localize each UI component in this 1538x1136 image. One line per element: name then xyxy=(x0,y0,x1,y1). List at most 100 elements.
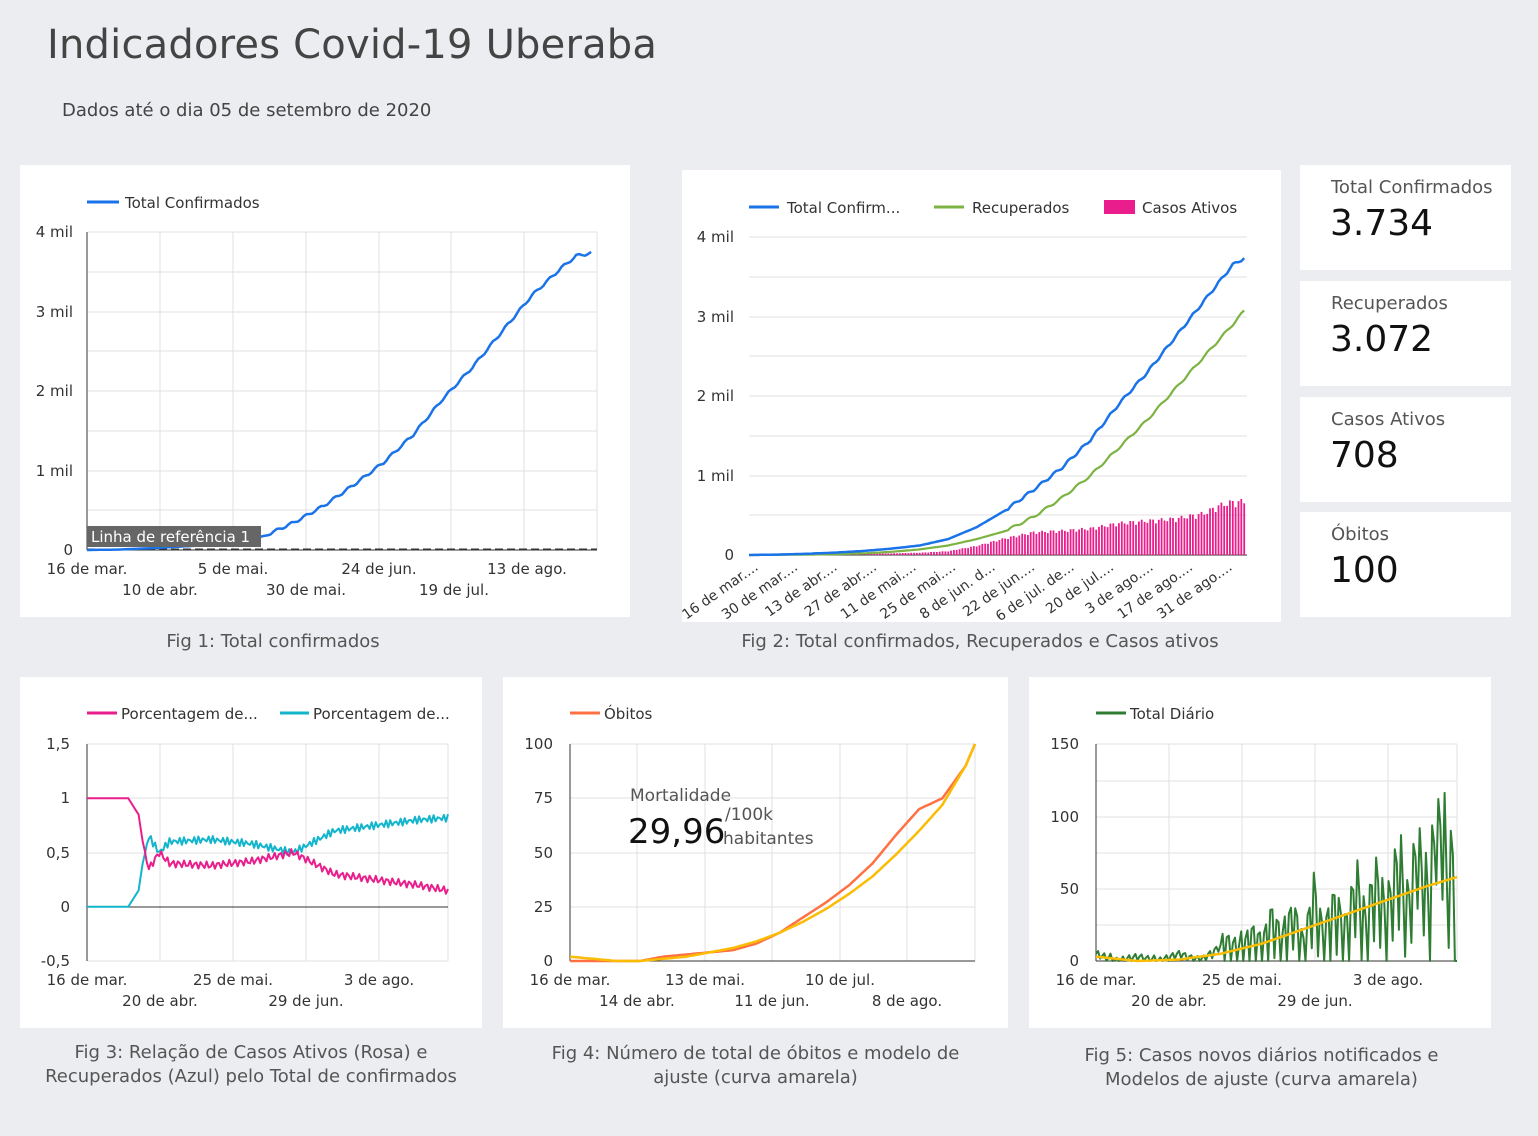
fig4-series-line-ajuste xyxy=(569,743,977,963)
fig2-ytick: 1 mil xyxy=(697,467,734,485)
fig2-bar xyxy=(1197,514,1200,555)
fig2-bar xyxy=(1143,521,1146,555)
fig5-xtick: 20 de abr. xyxy=(1131,992,1207,1010)
fig2-bar xyxy=(1126,524,1129,555)
fig2-bar xyxy=(1035,533,1038,555)
kpi-card-ativos: Casos Ativos 708 xyxy=(1300,397,1511,502)
fig2-bar xyxy=(918,552,921,555)
fig2-bar xyxy=(984,543,987,555)
fig1-xtick: 10 de abr. xyxy=(122,581,198,599)
fig1-ytick: 2 mil xyxy=(36,382,73,400)
fig2-bar xyxy=(890,553,893,555)
fig2-bar xyxy=(958,549,961,555)
fig2-plot-area xyxy=(749,257,1246,557)
fig2-bar xyxy=(955,550,958,555)
fig1-panel: Total Confirmados 0 1 mil 2 mil 3 mil 4 … xyxy=(20,165,630,617)
fig2-bar xyxy=(896,553,898,555)
fig4-xtick: 10 de jul. xyxy=(805,971,875,989)
fig2-bar xyxy=(1120,521,1123,555)
fig2-bar xyxy=(930,552,932,555)
fig1-caption: Fig 1: Total confirmados xyxy=(166,631,380,652)
fig2-bar xyxy=(1123,523,1126,555)
fig2-bar xyxy=(975,546,978,555)
fig2-xticks: 16 de mar....30 de mar....13 de abr....2… xyxy=(679,559,1235,625)
fig2-bar xyxy=(990,541,992,555)
fig2-bar xyxy=(898,553,901,555)
fig5-grid xyxy=(1096,743,1458,961)
fig2-bar xyxy=(1194,518,1197,555)
fig2-bar xyxy=(981,543,984,555)
fig4-xtick: 8 de ago. xyxy=(872,992,942,1010)
fig2-bar xyxy=(1041,530,1043,555)
fig3-series-line-cyan xyxy=(87,813,449,908)
kpi-label: Óbitos xyxy=(1331,524,1390,545)
fig2-panel: Total Confirm... Recuperados Casos Ativo… xyxy=(679,170,1281,625)
fig2-bar xyxy=(950,550,952,555)
fig1-reference-label-box xyxy=(87,526,261,547)
fig2-bar xyxy=(1240,499,1243,555)
kpi-value: 708 xyxy=(1330,435,1399,476)
fig3-ytick: 0,5 xyxy=(46,844,70,862)
fig2-bar xyxy=(1058,531,1061,555)
fig2-bar xyxy=(870,553,873,555)
kpi-card-confirmados: Total Confirmados 3.734 xyxy=(1300,165,1511,270)
fig5-ytick: 50 xyxy=(1060,880,1079,898)
mortality-value: 29,96 xyxy=(628,812,725,852)
fig4-ytick: 50 xyxy=(534,844,553,862)
fig5-chart[interactable]: Total Diário 0 50 100 150 16 de mar. 25 … xyxy=(1029,677,1491,1028)
fig3-xtick: 20 de abr. xyxy=(122,992,198,1010)
fig4-chart[interactable]: Óbitos 0 25 50 75 100 16 de mar. 13 de m… xyxy=(503,677,1008,1028)
fig2-bar xyxy=(1214,512,1217,555)
fig1-xtick: 24 de jun. xyxy=(341,560,416,578)
fig2-bar xyxy=(1089,527,1092,555)
fig2-bar xyxy=(1229,500,1231,555)
fig2-bar xyxy=(893,553,895,555)
fig2-bar xyxy=(1140,519,1143,555)
fig2-legend-label: Recuperados xyxy=(972,199,1070,217)
fig2-bar xyxy=(1024,534,1026,555)
fig2-legend-swatch-ativos xyxy=(1104,200,1135,214)
fig4-xtick: 13 de mai. xyxy=(665,971,745,989)
fig2-bar xyxy=(998,540,1001,555)
fig5-xtick: 16 de mar. xyxy=(1056,971,1137,989)
fig2-bar xyxy=(1086,530,1089,555)
fig5-caption-line: Modelos de ajuste (curva amarela) xyxy=(1105,1069,1418,1090)
fig2-chart[interactable]: Total Confirm... Recuperados Casos Ativo… xyxy=(679,170,1281,625)
fig5-caption: Fig 5: Casos novos diários notificados e… xyxy=(1029,1044,1494,1092)
fig2-bar xyxy=(941,551,944,555)
fig2-bar xyxy=(921,552,924,555)
fig2-bar xyxy=(964,548,967,555)
fig3-ytick: -0,5 xyxy=(41,952,70,970)
fig1-xtick: 19 de jul. xyxy=(419,581,489,599)
fig2-bar xyxy=(1200,511,1203,555)
fig2-bar xyxy=(1109,523,1112,555)
fig2-bar xyxy=(1012,535,1015,555)
fig5-ytick: 100 xyxy=(1050,808,1079,826)
page-subtitle: Dados até o dia 05 de setembro de 2020 xyxy=(62,100,432,121)
fig1-chart[interactable]: Total Confirmados 0 1 mil 2 mil 3 mil 4 … xyxy=(20,165,630,617)
fig2-bar xyxy=(876,553,878,555)
fig2-legend-label: Total Confirm... xyxy=(786,199,900,217)
fig3-panel: Porcentagem de... Porcentagem de... -0,5… xyxy=(20,677,482,1028)
fig1-grid xyxy=(88,231,598,550)
fig4-caption-line: ajuste (curva amarela) xyxy=(653,1067,858,1088)
fig2-bar xyxy=(1061,529,1063,555)
fig2-bar xyxy=(1234,507,1237,555)
fig1-ytick: 4 mil xyxy=(36,223,73,241)
fig2-bar xyxy=(1069,529,1072,555)
fig2-bar xyxy=(1180,515,1183,555)
fig1-ytick: 3 mil xyxy=(36,303,73,321)
fig2-bar xyxy=(884,553,887,555)
fig5-legend-label: Total Diário xyxy=(1129,705,1214,723)
fig5-ytick: 150 xyxy=(1050,735,1079,753)
fig2-series-line-recuperados xyxy=(749,309,1245,557)
mortality-label: Mortalidade xyxy=(630,786,731,806)
fig3-chart[interactable]: Porcentagem de... Porcentagem de... -0,5… xyxy=(20,677,482,1028)
fig3-series-line-pink xyxy=(87,797,449,895)
fig3-legend-label: Porcentagem de... xyxy=(121,705,258,723)
fig2-caption: Fig 2: Total confirmados, Recuperados e … xyxy=(741,631,1219,652)
fig2-bar xyxy=(927,552,930,555)
fig2-bar xyxy=(1078,529,1080,555)
fig3-ytick: 0 xyxy=(60,898,70,916)
fig2-ytick: 4 mil xyxy=(697,228,734,246)
